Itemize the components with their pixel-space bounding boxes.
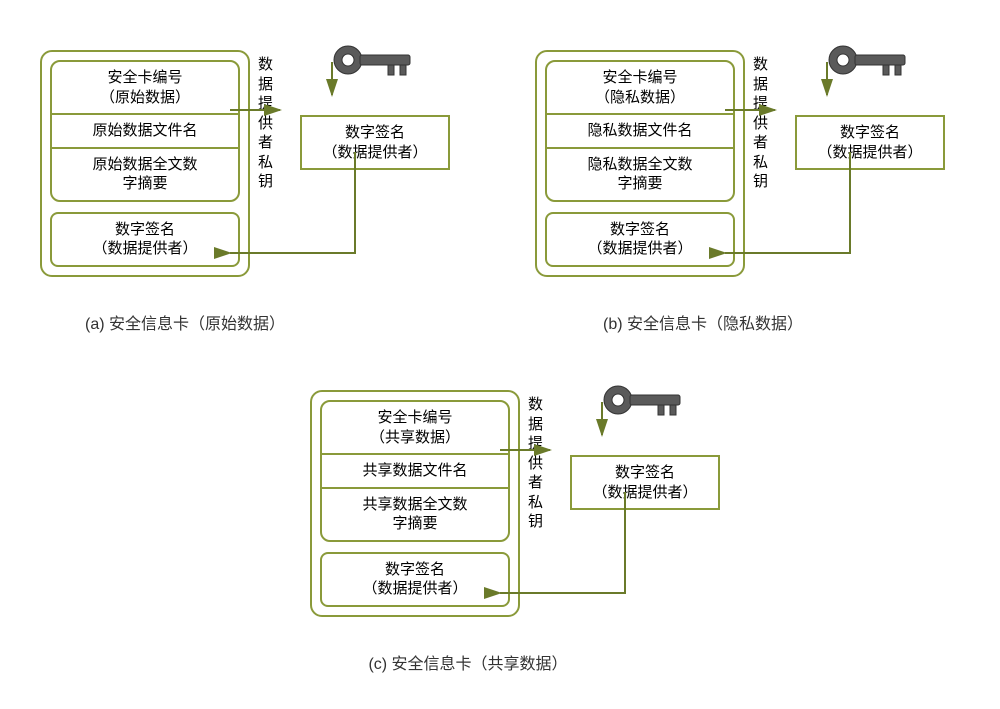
arrows-layer [0,0,1000,709]
